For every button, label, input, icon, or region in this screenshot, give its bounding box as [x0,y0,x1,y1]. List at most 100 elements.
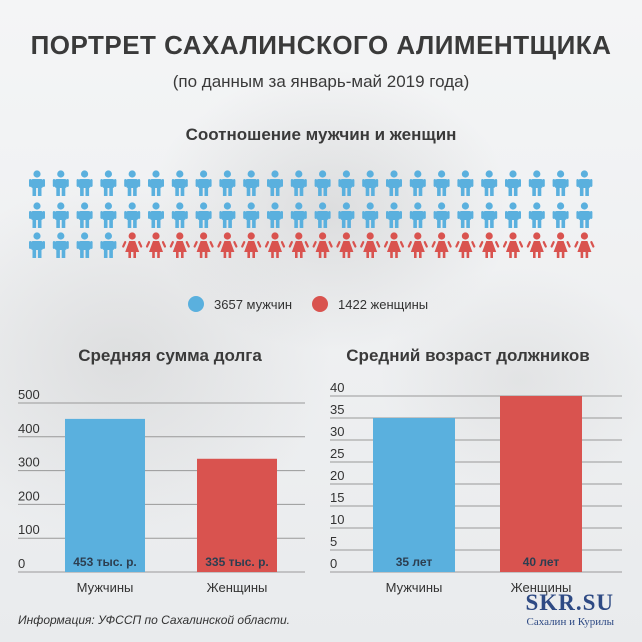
y-tick-label: 40 [330,380,344,395]
woman-icon [312,232,333,258]
woman-icon [455,232,476,258]
man-icon [52,170,69,196]
people-pictogram [29,170,595,258]
man-icon [100,202,117,228]
man-icon [76,232,93,258]
man-icon [219,202,236,228]
man-icon [362,170,379,196]
man-icon [124,202,141,228]
man-icon [386,170,402,196]
man-icon [409,170,426,196]
man-icon [457,170,474,196]
y-tick-label: 200 [18,488,40,503]
man-icon [267,202,283,228]
bar-value-label: 335 тыс. р. [205,555,269,569]
debt-chart: 0 100 200 300 400 500 453 тыс. р. Мужчины 335 ты… [18,387,305,595]
y-tick-label: 20 [330,468,344,483]
man-icon [481,202,498,228]
man-icon [576,170,593,196]
legend-men-label: 3657 мужчин [214,296,293,312]
bar [373,418,455,572]
man-icon [386,202,402,228]
logo-text: SKR.SU [525,590,614,615]
man-icon [409,202,426,228]
man-icon [552,170,569,196]
woman-icon [360,232,381,258]
man-icon [314,202,331,228]
ratio-legend: 3657 мужчин 1422 женщины [0,296,642,316]
bar-value-label: 40 лет [523,555,560,569]
age-chart-title: Средний возраст должников [346,346,590,365]
y-tick-label: 5 [330,534,337,549]
man-icon [362,202,379,228]
bar-value-label: 35 лет [396,555,433,569]
woman-icon [122,232,143,258]
woman-icon [431,232,452,258]
man-icon [124,170,141,196]
bar-value-label: 453 тыс. р. [73,555,137,569]
woman-icon [288,232,309,258]
category-label: Мужчины [386,580,443,595]
age-chart: 0 5 10 15 20 25 30 35 40 35 лет Мужчины 40 лет Женщи… [330,380,622,595]
man-icon [576,202,593,228]
site-logo[interactable]: SKR.SU Сахалин и Курилы [526,591,614,629]
man-icon [552,202,569,228]
legend-men: 3657 мужчин [188,296,292,312]
legend-men-dot [188,296,204,312]
y-tick-label: 400 [18,421,40,436]
woman-icon [217,232,238,258]
man-icon [195,202,212,228]
man-icon [433,170,450,196]
y-tick-label: 15 [330,490,344,505]
man-icon [243,202,260,228]
man-icon [76,170,93,196]
man-icon [528,202,545,228]
y-tick-label: 0 [330,556,337,571]
y-tick-label: 35 [330,402,344,417]
y-tick-label: 100 [18,522,40,537]
man-icon [290,202,307,228]
man-icon [505,170,521,196]
y-tick-label: 30 [330,424,344,439]
man-icon [505,202,521,228]
man-icon [314,170,331,196]
man-icon [52,202,69,228]
man-icon [171,202,188,228]
woman-icon [169,232,190,258]
bar [500,396,582,572]
woman-icon [574,232,595,258]
legend-women: 1422 женщины [312,296,428,312]
bar [65,418,145,572]
woman-icon [479,232,500,258]
legend-women-label: 1422 женщины [338,296,429,312]
man-icon [52,232,69,258]
debt-chart-title: Средняя сумма долга [78,346,262,365]
man-icon [148,202,164,228]
woman-icon [336,232,357,258]
man-icon [290,170,307,196]
y-tick-label: 10 [330,512,344,527]
ratio-title: Соотношение мужчин и женщин [185,125,457,144]
y-tick-label: 300 [18,455,40,470]
source-note: Информация: УФССП по Сахалинской области… [18,613,290,627]
woman-icon [241,232,262,258]
bar [197,458,277,572]
y-tick-label: 0 [18,556,25,571]
man-icon [528,170,545,196]
man-icon [29,170,45,196]
man-icon [433,202,450,228]
man-icon [243,170,260,196]
woman-icon [407,232,428,258]
man-icon [29,202,45,228]
woman-icon [383,232,405,258]
category-label: Женщины [207,580,268,595]
y-tick-label: 25 [330,446,344,461]
man-icon [195,170,212,196]
man-icon [267,170,283,196]
woman-icon [550,232,571,258]
woman-icon [193,232,214,258]
category-label: Женщины [511,580,572,595]
man-icon [29,232,45,258]
woman-icon [502,232,524,258]
man-icon [219,170,236,196]
